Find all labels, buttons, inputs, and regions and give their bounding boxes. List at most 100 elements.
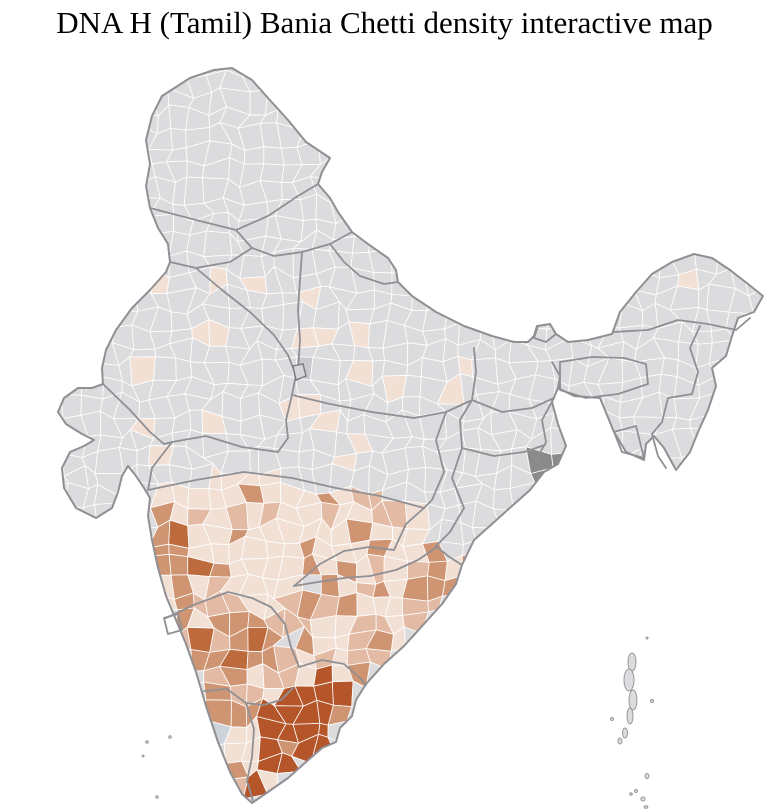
district-cell[interactable] xyxy=(688,571,712,602)
district-cell[interactable] xyxy=(475,291,502,312)
district-cell[interactable] xyxy=(97,181,123,206)
district-cell[interactable] xyxy=(43,160,69,185)
district-cell[interactable] xyxy=(726,161,747,189)
district-cell[interactable] xyxy=(670,95,697,114)
district-cell[interactable] xyxy=(310,761,340,780)
district-cell[interactable] xyxy=(97,163,124,188)
district-cell[interactable] xyxy=(707,626,737,654)
district-cell[interactable] xyxy=(604,71,621,88)
district-cell[interactable] xyxy=(112,523,138,549)
district-cell[interactable] xyxy=(114,252,143,276)
district-cell[interactable] xyxy=(545,739,573,757)
district-cell[interactable] xyxy=(462,175,475,204)
district-cell[interactable] xyxy=(622,597,644,621)
district-cell[interactable] xyxy=(46,650,70,674)
district-cell[interactable] xyxy=(40,211,60,237)
district-cell[interactable] xyxy=(643,158,663,185)
district-cell[interactable] xyxy=(129,348,156,358)
district-cell[interactable] xyxy=(633,555,655,574)
island[interactable] xyxy=(610,717,614,721)
district-cell[interactable] xyxy=(420,123,449,142)
district-cell[interactable] xyxy=(404,445,427,470)
district-cell[interactable] xyxy=(41,107,62,135)
district-cell[interactable] xyxy=(331,680,354,707)
district-cell[interactable] xyxy=(598,507,629,530)
district-cell[interactable] xyxy=(659,643,679,671)
district-cell[interactable] xyxy=(438,609,467,637)
district-cell[interactable] xyxy=(59,788,86,811)
district-cell[interactable] xyxy=(693,53,710,79)
district-cell[interactable] xyxy=(132,544,153,567)
district-cell[interactable] xyxy=(549,517,575,549)
district-cell[interactable] xyxy=(459,198,485,223)
district-cell[interactable] xyxy=(622,521,642,549)
district-cell[interactable] xyxy=(389,86,406,114)
district-cell[interactable] xyxy=(674,793,700,811)
district-cell[interactable] xyxy=(455,679,485,711)
district-cell[interactable] xyxy=(733,72,751,98)
district-cell[interactable] xyxy=(619,86,640,114)
district-cell[interactable] xyxy=(83,342,103,364)
district-cell[interactable] xyxy=(464,237,485,261)
delhi-region[interactable] xyxy=(292,363,307,381)
district-cell[interactable] xyxy=(475,698,500,728)
district-cell[interactable] xyxy=(603,788,624,811)
district-cell[interactable] xyxy=(696,776,715,798)
district-cell[interactable] xyxy=(579,311,610,328)
district-cell[interactable] xyxy=(330,179,356,204)
district-cell[interactable] xyxy=(81,668,107,691)
district-cell[interactable] xyxy=(636,178,664,197)
district-cell[interactable] xyxy=(59,609,88,629)
district-cell[interactable] xyxy=(707,545,736,559)
district-cell[interactable] xyxy=(474,612,498,627)
district-cell[interactable] xyxy=(81,680,107,703)
district-cell[interactable] xyxy=(693,144,710,169)
district-cell[interactable] xyxy=(478,679,500,711)
district-cell[interactable] xyxy=(742,122,768,153)
district-cell[interactable] xyxy=(534,103,548,128)
district-cell[interactable] xyxy=(511,699,534,728)
district-cell[interactable] xyxy=(688,234,719,255)
district-cell[interactable] xyxy=(726,141,747,167)
district-cell[interactable] xyxy=(601,194,625,222)
district-cell[interactable] xyxy=(385,212,413,241)
district-cell[interactable] xyxy=(615,53,646,73)
district-cell[interactable] xyxy=(675,485,701,506)
district-cell[interactable] xyxy=(133,709,155,719)
district-cell[interactable] xyxy=(527,680,552,709)
district-cell[interactable] xyxy=(402,124,428,153)
district-cell[interactable] xyxy=(688,600,718,619)
district-cell[interactable] xyxy=(670,707,699,723)
district-cell[interactable] xyxy=(313,788,340,811)
district-cell[interactable] xyxy=(515,234,537,261)
district-cell[interactable] xyxy=(551,236,569,259)
district-cell[interactable] xyxy=(708,414,733,431)
district-cell[interactable] xyxy=(507,648,534,672)
district-cell[interactable] xyxy=(207,778,233,797)
district-cell[interactable] xyxy=(584,86,606,113)
district-cell[interactable] xyxy=(457,305,481,324)
district-cell[interactable] xyxy=(730,649,748,666)
district-cell[interactable] xyxy=(111,215,141,240)
district-cell[interactable] xyxy=(765,464,769,493)
district-cell[interactable] xyxy=(60,807,81,811)
district-cell[interactable] xyxy=(390,248,410,275)
district-cell[interactable] xyxy=(585,131,611,150)
district-cell[interactable] xyxy=(568,574,593,600)
district-cell[interactable] xyxy=(562,236,592,252)
district-cell[interactable] xyxy=(707,141,737,169)
district-cell[interactable] xyxy=(550,707,567,721)
district-cell[interactable] xyxy=(119,68,134,92)
district-cell[interactable] xyxy=(401,788,430,811)
district-cell[interactable] xyxy=(730,86,747,117)
district-cell[interactable] xyxy=(93,610,122,635)
district-cell[interactable] xyxy=(45,560,66,579)
district-cell[interactable] xyxy=(479,266,502,293)
district-cell[interactable] xyxy=(562,720,590,747)
district-cell[interactable] xyxy=(84,321,103,348)
district-cell[interactable] xyxy=(203,230,233,258)
district-cell[interactable] xyxy=(169,753,194,773)
district-cell[interactable] xyxy=(585,616,608,631)
district-cell[interactable] xyxy=(525,75,552,99)
district-cell[interactable] xyxy=(565,683,592,708)
